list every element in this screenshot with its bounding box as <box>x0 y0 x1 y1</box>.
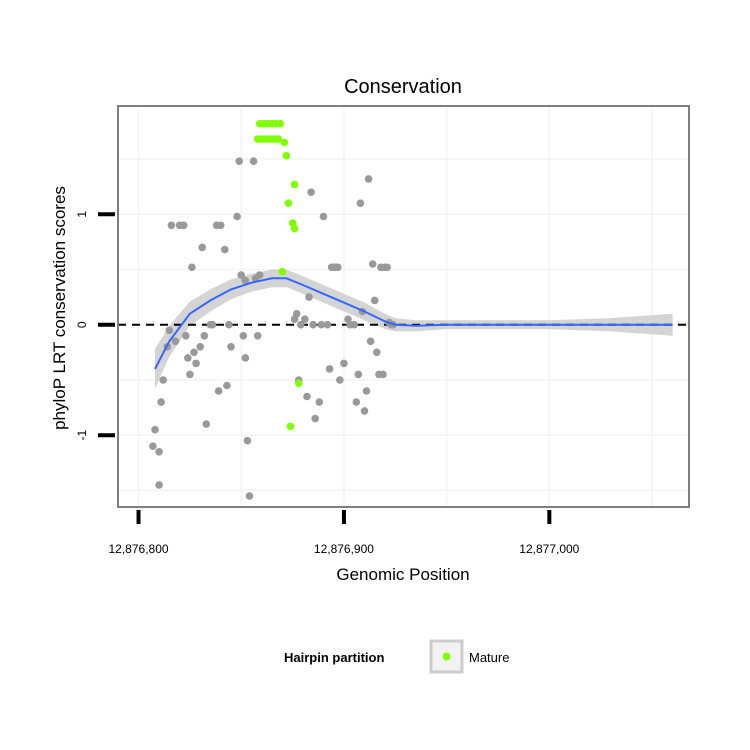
x-tick-label: 12,876,800 <box>109 542 169 556</box>
data-point <box>155 481 163 489</box>
data-point <box>362 387 371 395</box>
data-point <box>360 407 369 415</box>
data-point <box>157 398 165 406</box>
data-point <box>214 387 223 395</box>
data-point <box>249 157 258 165</box>
data-point <box>373 348 381 357</box>
data-point <box>311 414 320 423</box>
data-point <box>379 370 387 379</box>
data-point-mature <box>274 135 283 143</box>
data-point <box>167 221 176 230</box>
plot-border <box>117 105 690 508</box>
data-point <box>221 245 229 254</box>
data-point <box>179 221 188 230</box>
data-point <box>223 381 231 390</box>
data-point <box>370 296 379 305</box>
y-tick-label: 1 <box>75 211 89 218</box>
data-point <box>253 332 262 340</box>
data-point <box>340 359 348 368</box>
data-point <box>155 448 163 456</box>
data-point-mature <box>282 151 291 160</box>
legend-label-mature: Mature <box>469 650 509 665</box>
data-point <box>159 376 167 384</box>
data-point <box>350 320 359 329</box>
data-point-mature <box>278 267 287 276</box>
data-point <box>186 370 194 379</box>
data-point <box>303 392 311 401</box>
data-point <box>255 271 264 279</box>
data-point <box>227 343 235 351</box>
x-axis-title: Genomic Position <box>336 565 469 584</box>
data-point <box>315 398 324 406</box>
data-point <box>184 354 192 362</box>
data-point <box>325 365 334 373</box>
data-point <box>368 260 377 268</box>
data-point <box>182 332 190 340</box>
data-point-mature <box>294 379 303 388</box>
data-point <box>233 212 241 221</box>
data-point <box>190 348 198 357</box>
data-point <box>243 436 252 445</box>
legend-title: Hairpin partition <box>284 650 384 665</box>
data-point <box>202 420 211 428</box>
x-axis: 12,876,800 12,876,900 12,877,000 <box>109 510 580 556</box>
legend-key-dot <box>442 652 451 661</box>
data-point-mature <box>290 224 299 233</box>
data-point <box>196 343 204 351</box>
data-point <box>216 221 225 230</box>
data-point <box>200 332 209 340</box>
data-point <box>352 398 361 406</box>
data-point-mature <box>286 422 295 431</box>
data-point <box>241 354 250 362</box>
data-point <box>309 320 317 329</box>
data-point <box>239 332 248 340</box>
smooth-line <box>154 277 673 370</box>
data-point <box>235 157 243 165</box>
data-point <box>364 175 373 183</box>
y-tick-label: 0 <box>75 321 89 328</box>
data-point <box>334 263 342 272</box>
confidence-ribbon <box>155 269 673 389</box>
points-layer <box>149 119 398 500</box>
data-point <box>171 337 180 346</box>
chart-title: Conservation <box>344 76 462 98</box>
x-tick-label: 12,877,000 <box>519 542 579 556</box>
data-point <box>336 376 344 384</box>
y-axis-title: phyloP LRT conservation scores <box>50 186 69 430</box>
data-point <box>305 293 313 301</box>
data-point-mature <box>280 138 289 147</box>
data-point <box>192 359 200 368</box>
data-point-mature <box>290 180 299 189</box>
data-point <box>149 442 157 451</box>
x-tick-label: 12,876,900 <box>314 542 374 556</box>
data-point <box>208 320 217 329</box>
data-point <box>237 271 245 279</box>
data-point <box>151 425 159 434</box>
data-point <box>319 212 328 221</box>
data-point <box>225 320 233 329</box>
data-point <box>188 263 196 272</box>
data-point <box>356 199 365 207</box>
legend: Hairpin partition Mature <box>284 639 509 674</box>
data-point <box>323 320 332 329</box>
data-point <box>245 492 254 500</box>
smooth-line-layer <box>154 277 673 370</box>
data-point <box>292 309 301 318</box>
data-point <box>307 188 315 196</box>
data-point-mature <box>276 119 285 128</box>
data-point <box>354 370 363 379</box>
data-point <box>165 326 174 335</box>
data-point <box>198 243 206 252</box>
data-point <box>317 320 326 329</box>
y-axis: -1 0 1 <box>75 211 115 441</box>
confidence-ribbon-layer <box>155 269 673 389</box>
data-point <box>383 263 391 272</box>
data-point <box>301 315 309 324</box>
data-point <box>366 337 375 346</box>
data-point-mature <box>284 199 293 207</box>
data-point <box>241 276 250 285</box>
y-tick-label: -1 <box>75 430 89 441</box>
data-point <box>297 320 305 329</box>
